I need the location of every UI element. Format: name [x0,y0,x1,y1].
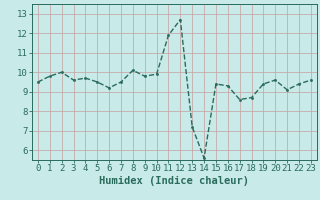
X-axis label: Humidex (Indice chaleur): Humidex (Indice chaleur) [100,176,249,186]
